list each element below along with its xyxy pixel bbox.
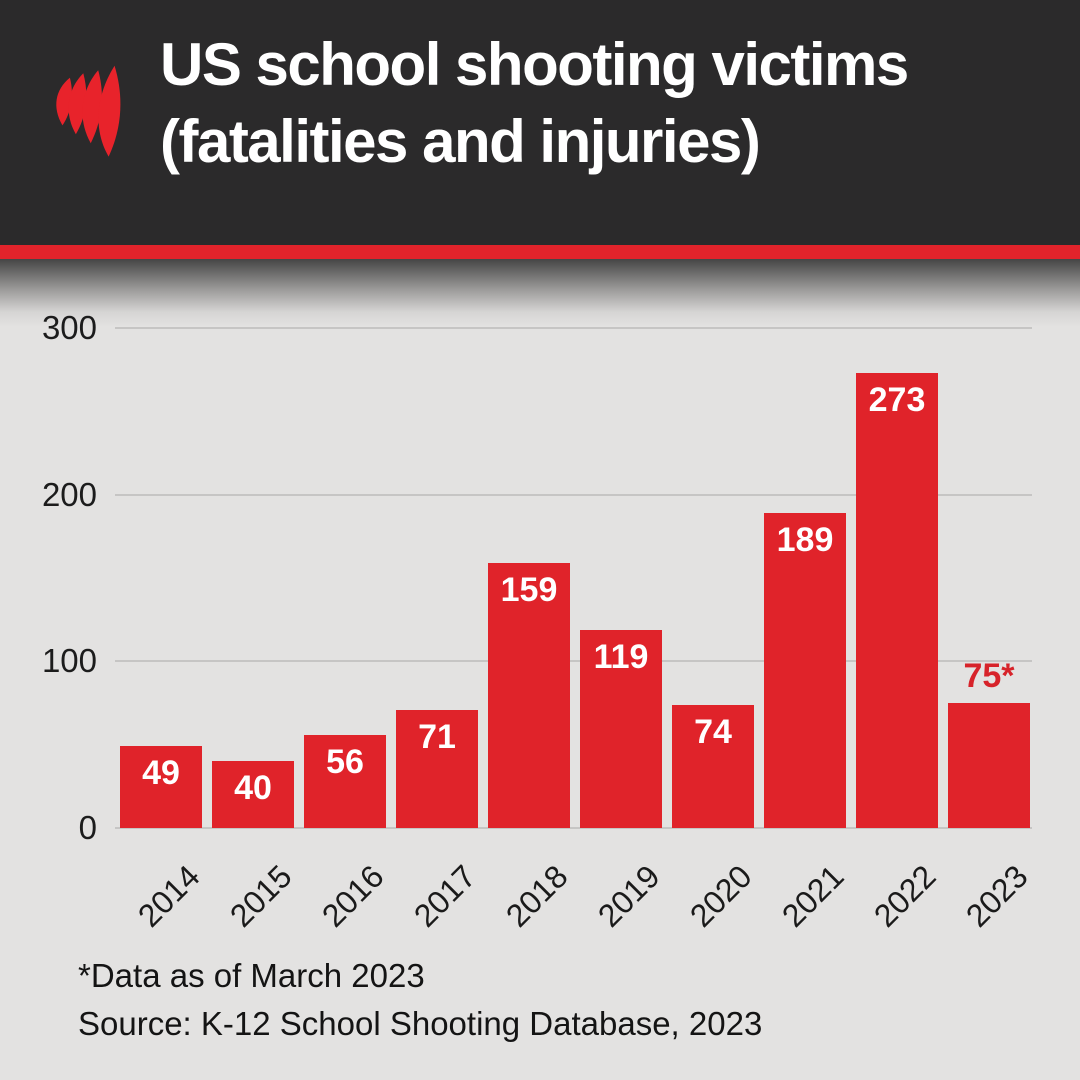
bar-2019: [580, 630, 662, 828]
page-title-line1: US school shooting victims: [160, 31, 909, 98]
footnote-source: Source: K-12 School Shooting Database, 2…: [78, 1005, 763, 1042]
y-tick-label-0: 0: [78, 809, 97, 846]
bar-2021: [764, 513, 846, 828]
header: US school shooting victims (fatalities a…: [0, 0, 1080, 245]
page-title: US school shooting victims (fatalities a…: [160, 26, 1060, 180]
bar-2014: [120, 746, 202, 828]
x-tick-label-2021: 2021: [774, 858, 851, 934]
bar-2015: [212, 761, 294, 828]
bar-2023: [948, 703, 1030, 828]
footnote-asterisk: *Data as of March 2023: [78, 957, 425, 994]
x-tick-label-2022: 2022: [866, 858, 943, 934]
bar-value-label-2019: 119: [593, 638, 649, 676]
bar-value-label-2022: 273: [868, 381, 926, 419]
bar-2018: [488, 563, 570, 828]
x-tick-label-2014: 2014: [130, 858, 207, 934]
bar-value-label-2016: 56: [326, 743, 364, 781]
x-tick-label-2019: 2019: [590, 858, 667, 934]
x-tick-label-2018: 2018: [498, 858, 575, 934]
footnotes: *Data as of March 2023 Source: K-12 Scho…: [78, 952, 1028, 1048]
page-title-line2: (fatalities and injuries): [160, 108, 761, 175]
gridline-0: [115, 827, 1032, 829]
y-tick-label-200: 200: [41, 475, 97, 513]
x-tick-label-2017: 2017: [406, 858, 483, 934]
bar-2022: [856, 373, 938, 828]
x-tick-label-2015: 2015: [222, 858, 299, 934]
bar-value-label-2023: 75*: [963, 657, 1015, 695]
bar-value-label-2020: 74: [694, 713, 732, 751]
y-tick-label-300: 300: [41, 309, 97, 346]
x-tick-label-2020: 2020: [682, 858, 759, 934]
bar-value-label-2017: 71: [418, 718, 456, 756]
bar-2020: [672, 705, 754, 828]
bar-2017: [396, 710, 478, 828]
bar-value-label-2018: 159: [500, 571, 558, 609]
gridline-200: [115, 493, 1032, 496]
gridline-100: [115, 660, 1032, 663]
x-tick-label-2016: 2016: [314, 858, 391, 934]
bar-2016: [304, 735, 386, 828]
x-tick-label-2023: 2023: [958, 858, 1035, 934]
sbs-logo-icon: [56, 65, 121, 157]
bar-value-label-2021: 189: [776, 521, 834, 559]
red-divider: [0, 245, 1080, 259]
y-tick-label-100: 100: [41, 642, 97, 680]
header-fade-gradient: [0, 259, 1080, 327]
gridline-300: [115, 327, 1032, 329]
bar-value-label-2015: 40: [234, 769, 272, 807]
bar-value-label-2014: 49: [142, 754, 180, 792]
